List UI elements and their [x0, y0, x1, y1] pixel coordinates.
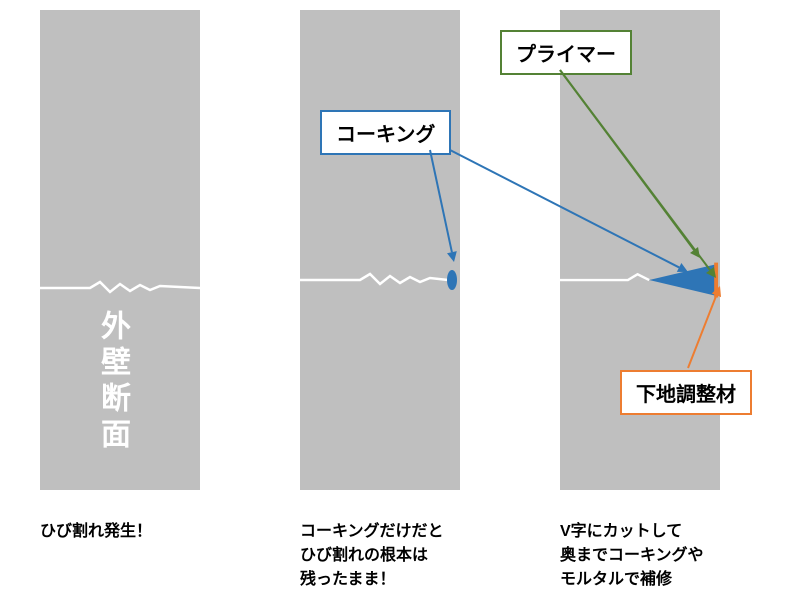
caulking-blob: [447, 270, 457, 290]
caulking-label: コーキング: [320, 110, 451, 155]
crack-line-1: [40, 278, 200, 298]
caption-2: コーキングだけだと ひび割れの根本は 残ったまま！: [300, 520, 444, 592]
primer-label: プライマー: [500, 30, 632, 75]
vcut-fill: [649, 265, 715, 296]
caption-3: V字にカットして 奥までコーキングや モルタルで補修: [560, 520, 704, 592]
wall-section-label: 外壁断面: [90, 310, 134, 454]
caption-1: ひび割れ発生！: [40, 520, 152, 544]
vcut-repair: [560, 262, 720, 302]
wall-column-1: 外壁断面: [40, 10, 200, 490]
wall-column-2: [300, 10, 460, 490]
wall-column-3: [560, 10, 720, 490]
crack-line-2: [300, 270, 460, 300]
base-material-label: 下地調整材: [620, 370, 752, 415]
